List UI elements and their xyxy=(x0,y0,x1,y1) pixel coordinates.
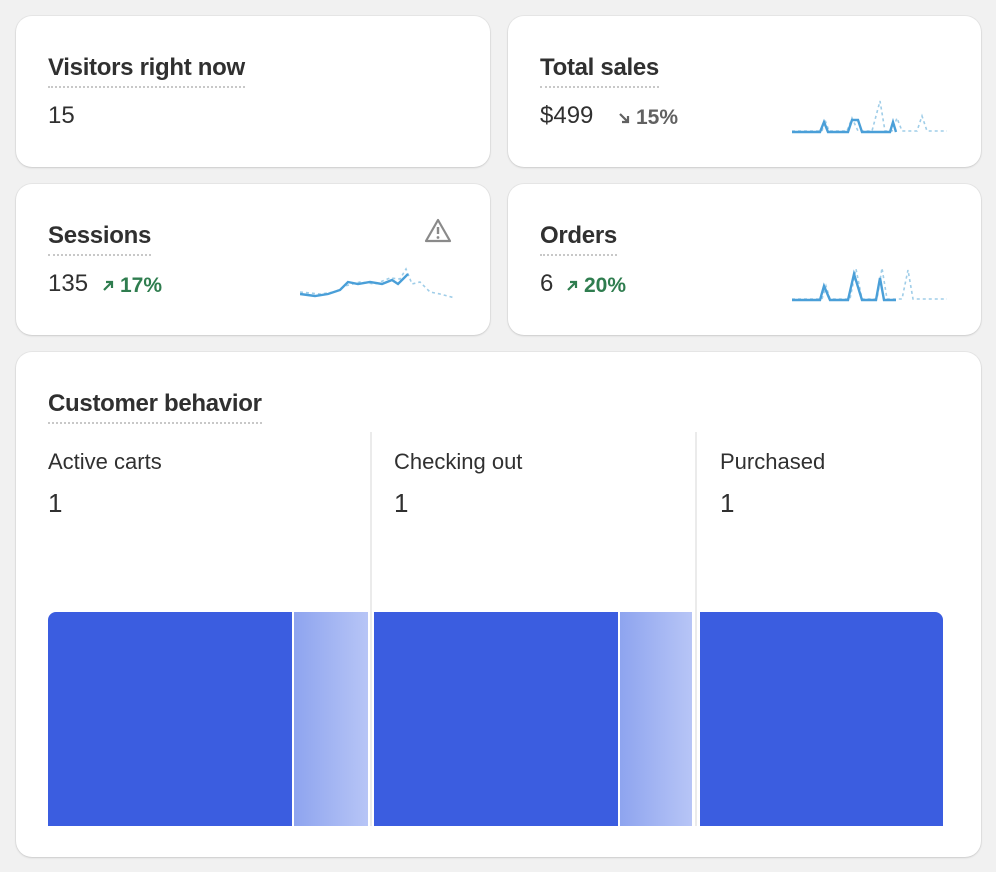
change-value: 20% xyxy=(584,274,627,297)
funnel-bar xyxy=(48,612,292,826)
change-value: 17% xyxy=(120,274,163,297)
divider xyxy=(695,432,697,826)
arrow-down xyxy=(619,113,630,124)
funnel-connector xyxy=(620,612,692,826)
funnel-bar xyxy=(374,612,618,826)
arrow-up xyxy=(103,280,114,291)
card-value: 135 xyxy=(48,270,89,297)
total-sales-card[interactable]: Total sales $499 15% xyxy=(508,16,981,167)
sparkline xyxy=(792,267,947,302)
stage-label: Active carts xyxy=(48,449,162,474)
sparkline xyxy=(300,267,456,299)
orders-card[interactable]: Orders 6 20% xyxy=(508,184,981,335)
stage-label: Purchased xyxy=(720,449,826,474)
card-title: Total sales xyxy=(540,54,659,88)
card-value: 6 xyxy=(540,270,554,297)
sessions-card[interactable]: Sessions 135 17% xyxy=(16,184,490,335)
card-value: $499 xyxy=(540,102,594,129)
stage-label: Checking out xyxy=(394,449,523,474)
change-value: 15% xyxy=(636,106,679,129)
stage-value: 1 xyxy=(394,488,409,518)
warning-icon[interactable] xyxy=(424,218,452,244)
card-title: Orders xyxy=(540,222,617,256)
stage-value: 1 xyxy=(720,488,735,518)
visitors-card[interactable]: Visitors right now 15 xyxy=(16,16,490,167)
funnel-bar xyxy=(700,612,943,826)
divider xyxy=(370,432,372,826)
card-value: 15 xyxy=(48,102,75,129)
stage-value: 1 xyxy=(48,488,63,518)
arrow-up xyxy=(567,280,578,291)
sparkline xyxy=(792,100,947,134)
change: 17% xyxy=(102,274,162,298)
funnel-connector xyxy=(294,612,368,826)
card-title: Visitors right now xyxy=(48,54,245,88)
card-title: Sessions xyxy=(48,222,151,256)
section-title: Customer behavior xyxy=(48,390,262,424)
change: 20% xyxy=(566,274,626,298)
change: 15% xyxy=(618,106,678,130)
